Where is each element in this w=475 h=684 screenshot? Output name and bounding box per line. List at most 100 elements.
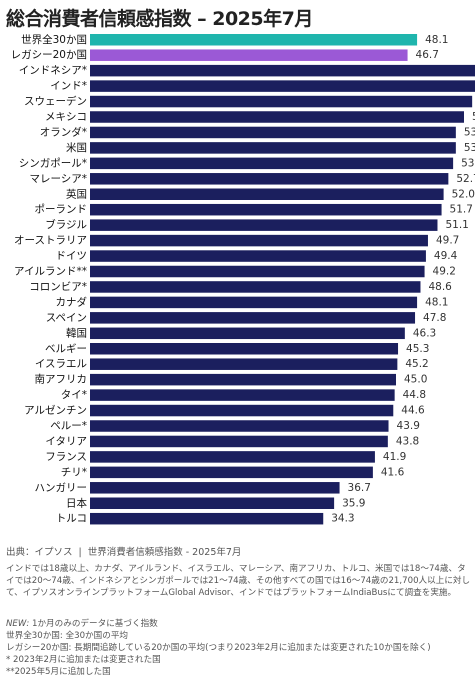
category-label: オーストラリア	[14, 235, 87, 247]
value-label: 49.7	[436, 235, 459, 247]
bar	[90, 312, 416, 324]
legend-star: * 2023年2月に追加または変更された国	[6, 655, 161, 665]
category-label: ドイツ	[56, 250, 88, 262]
bar	[90, 157, 454, 170]
bar	[90, 250, 426, 262]
value-label: 43.8	[396, 435, 419, 447]
category-label: アルゼンチン	[24, 405, 87, 417]
category-label: シンガポール*	[19, 157, 87, 169]
bar	[90, 281, 421, 293]
bar	[90, 111, 464, 123]
value-label: 53.4	[461, 157, 475, 169]
bar	[90, 265, 425, 278]
value-label: 35.9	[342, 497, 365, 509]
bar	[90, 420, 389, 432]
category-label: ペルー*	[50, 420, 87, 432]
bar	[90, 482, 340, 494]
bar	[90, 95, 473, 108]
bar	[90, 234, 428, 247]
category-label: 日本	[66, 496, 87, 509]
legend-legacy: レガシー20か国: 長期間追跡している20か国の平均(つまり2023年2月に追加…	[6, 643, 431, 653]
bar	[90, 358, 398, 370]
value-label: 44.8	[403, 389, 426, 401]
category-label: 米国	[66, 141, 87, 154]
bar	[90, 435, 388, 448]
bar	[90, 343, 399, 355]
category-label: フランス	[45, 451, 87, 463]
category-label: スウェーデン	[24, 95, 87, 108]
category-label: ブラジル	[45, 218, 87, 231]
value-label: 49.2	[433, 266, 456, 278]
category-label: ベルギー	[45, 343, 87, 355]
bar	[90, 203, 442, 216]
value-label: 48.1	[425, 34, 448, 46]
category-label: 世界全30か国	[21, 33, 87, 46]
value-label: 46.7	[416, 49, 439, 61]
category-label: コロンビア*	[29, 281, 87, 293]
bar	[90, 34, 418, 46]
value-label: 43.9	[397, 420, 420, 432]
legend-new-text: 1か月のみのデータに基づく指数	[29, 619, 158, 629]
category-label: チリ*	[61, 466, 87, 478]
bar	[90, 404, 394, 417]
value-label: 45.3	[406, 343, 429, 355]
value-label: 47.8	[423, 312, 446, 324]
bar-chart: 世界全30か国48.1レガシー20か国46.7インドネシア*61.3インド*60…	[11, 33, 475, 525]
legend-new-label: NEW:	[6, 619, 30, 629]
category-label: インド*	[50, 80, 87, 92]
methodology-note: インドでは18歳以上、カナダ、アイルランド、イスラエル、マレーシア、南アフリカ、…	[6, 564, 471, 598]
bar	[90, 126, 456, 139]
source-separator: |	[78, 547, 82, 558]
value-label: 48.1	[425, 296, 448, 308]
category-label: インドネシア*	[19, 65, 87, 77]
bar	[90, 80, 475, 92]
value-label: 41.6	[381, 466, 405, 478]
bar	[90, 451, 375, 463]
source-line: 出典：イプソス | 世界消費者信頼感指数 - 2025年7月	[6, 544, 241, 558]
category-label: カナダ	[56, 295, 88, 308]
value-label: 45.0	[404, 374, 427, 386]
value-label: 44.6	[401, 405, 425, 417]
category-label: スペイン	[46, 312, 87, 324]
value-label: 45.2	[405, 358, 428, 370]
bar	[90, 49, 408, 61]
legend-notes: NEW: 1か月のみのデータに基づく指数 世界全30か国: 全30か国の平均 レ…	[6, 618, 431, 678]
value-label: 49.4	[434, 250, 458, 262]
legend-global: 世界全30か国: 全30か国の平均	[6, 631, 129, 641]
value-label: 53.8	[464, 126, 475, 138]
source-label: 出典：イプソス	[6, 547, 73, 558]
bar	[90, 512, 324, 525]
category-label: 南アフリカ	[35, 373, 88, 386]
bar	[90, 327, 405, 340]
chart-title: 総合消費者信頼感指数 – 2025年7月	[6, 8, 313, 30]
category-label: レガシー20か国	[11, 49, 87, 61]
category-label: アイルランド**	[14, 266, 87, 278]
bar	[90, 296, 418, 309]
value-label: 53.8	[464, 142, 475, 154]
value-label: 52.7	[456, 173, 475, 185]
bar	[90, 173, 449, 185]
legend-new-line: NEW: 1か月のみのデータに基づく指数	[6, 618, 431, 630]
category-label: イスラエル	[35, 358, 87, 370]
category-label: マレーシア*	[29, 173, 87, 185]
bar	[90, 142, 456, 154]
bar	[90, 64, 475, 77]
bar	[90, 373, 396, 386]
bar	[90, 497, 335, 509]
value-label: 52.0	[452, 188, 475, 200]
value-label: 51.1	[445, 219, 468, 231]
value-label: 48.6	[428, 281, 452, 293]
bar	[90, 188, 444, 200]
bar	[90, 466, 373, 479]
legend-double-star: **2025年5月に追加した国	[6, 667, 111, 677]
value-label: 36.7	[348, 482, 371, 494]
category-label: 英国	[66, 187, 87, 200]
category-label: トルコ	[56, 513, 87, 525]
bar	[90, 219, 438, 231]
category-label: タイ*	[61, 389, 87, 401]
category-label: メキシコ	[45, 111, 87, 123]
category-label: 韓国	[66, 327, 87, 339]
value-label: 41.9	[383, 451, 406, 463]
value-label: 46.3	[413, 327, 436, 339]
value-label: 34.3	[331, 513, 354, 525]
